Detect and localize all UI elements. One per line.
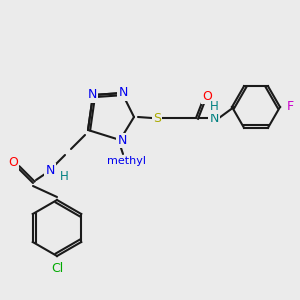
Text: N: N xyxy=(118,86,128,100)
Text: H: H xyxy=(60,169,68,182)
Text: N: N xyxy=(45,164,55,176)
Text: methyl: methyl xyxy=(107,156,146,166)
Text: N: N xyxy=(209,112,219,124)
Text: O: O xyxy=(8,157,18,169)
Text: O: O xyxy=(202,89,212,103)
Text: N: N xyxy=(117,134,127,146)
Text: H: H xyxy=(210,100,218,113)
Text: S: S xyxy=(153,112,161,124)
Text: Cl: Cl xyxy=(51,262,63,275)
Text: N: N xyxy=(87,88,97,101)
Text: F: F xyxy=(286,100,294,113)
